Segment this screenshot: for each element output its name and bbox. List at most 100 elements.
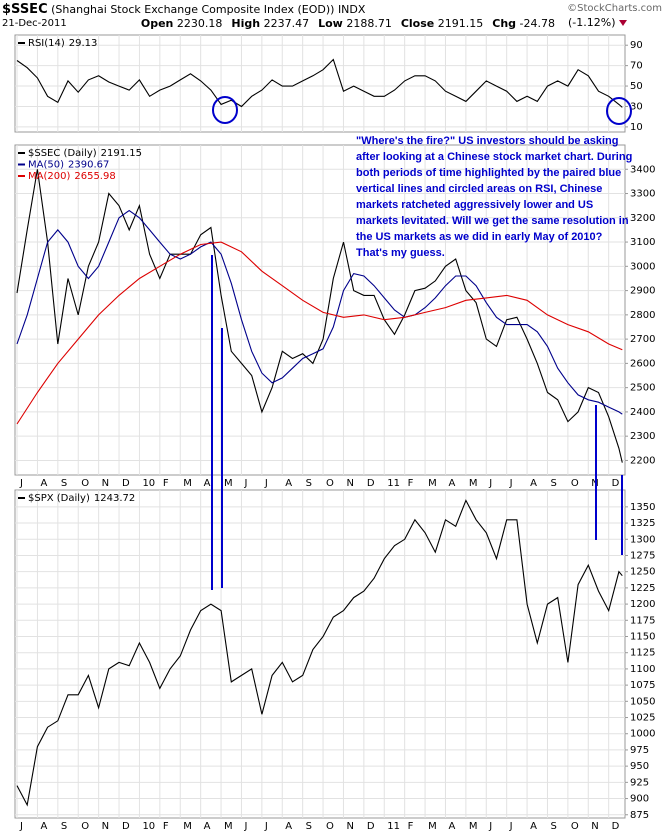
x-tick-label: D [122,478,130,489]
quote-label: Open [140,17,174,30]
x-tick-label: D [122,821,130,832]
x-tick-label: S [550,821,556,832]
x-tick-label: M [183,478,192,489]
x-tick-label: M [183,821,192,832]
x-tick-label: M [428,821,437,832]
series-line [16,209,623,415]
x-tick-label: N [102,821,109,832]
y-tick-label: 3000 [630,261,655,272]
quote-label: Close [400,17,435,30]
x-tick-label: J [509,478,513,489]
panel [14,489,626,819]
legend-value: 1243.72 [94,493,135,504]
x-tick-label: A [40,478,47,489]
x-tick-label: N [102,478,109,489]
y-tick-label: 2400 [630,407,655,418]
y-tick-label: 1075 [630,680,655,691]
x-tick-label: A [530,821,537,832]
legend-label: MA(200) [28,171,70,182]
panel [14,34,626,133]
change-percent: (-1.12%) [568,16,616,29]
y-tick-label: 1050 [630,696,655,707]
x-tick-label: M [469,478,478,489]
y-tick-label: 3300 [630,189,655,200]
legend-label: MA(50) [28,160,64,171]
y-tick-label: 875 [630,810,649,821]
x-tick-label: J [19,821,23,832]
x-tick-label: S [306,478,312,489]
quote-value: 2188.71 [346,17,392,30]
x-tick-label: O [81,478,89,489]
x-tick-label: O [571,821,579,832]
x-tick-label: S [61,478,67,489]
x-tick-label: J [264,478,268,489]
x-tick-label: A [285,478,292,489]
series-line [16,241,623,425]
x-tick-label: A [40,821,47,832]
date: 21-Dec-2011 [2,18,67,29]
x-tick-label: J [19,478,23,489]
y-tick-label: 3100 [630,237,655,248]
x-tick-label: S [550,478,556,489]
legend-label: $SSEC (Daily) [28,148,97,159]
y-tick-label: 90 [630,40,643,51]
x-tick-label: O [81,821,89,832]
x-tick-label: J [243,821,247,832]
x-tick-label: O [326,821,334,832]
x-tick-label: D [612,478,620,489]
x-tick-label: M [224,478,233,489]
y-tick-label: 1100 [630,664,655,675]
y-tick-label: 1000 [630,729,655,740]
y-tick-label: 2800 [630,310,655,321]
y-tick-label: 1150 [630,631,655,642]
x-tick-label: J [264,821,268,832]
y-tick-label: 1200 [630,599,655,610]
x-tick-label: 11 [387,478,400,489]
x-tick-label: F [408,478,414,489]
y-tick-label: 3200 [630,213,655,224]
y-tick-label: 70 [630,61,643,72]
x-tick-label: J [509,821,513,832]
x-tick-label: A [204,821,211,832]
y-tick-label: 2500 [630,383,655,394]
x-tick-label: 10 [142,821,155,832]
x-tick-label: J [488,821,492,832]
y-tick-label: 30 [630,101,643,112]
y-tick-label: 2700 [630,334,655,345]
x-tick-label: D [367,478,375,489]
legend-value: 2390.67 [68,160,109,171]
y-tick-label: 1250 [630,567,655,578]
x-tick-label: A [448,478,455,489]
y-tick-label: 925 [630,777,649,788]
y-tick-label: 2200 [630,455,655,466]
quote-value: 2237.47 [263,17,310,30]
x-tick-label: D [367,821,375,832]
x-tick-label: N [346,821,353,832]
quote-label: Chg [492,17,517,30]
y-tick-label: 900 [630,794,649,805]
down-arrow [619,20,627,26]
y-tick-label: 50 [630,81,643,92]
x-tick-label: O [571,478,579,489]
exchange: INDX [337,3,366,16]
y-tick-label: 2900 [630,286,655,297]
quote-value: 2230.18 [176,17,223,30]
y-tick-label: 975 [630,745,649,756]
description: (Shanghai Stock Exchange Composite Index… [51,3,335,16]
y-tick-label: 2600 [630,358,655,369]
x-tick-label: F [163,478,169,489]
legend-label: RSI(14) [28,38,65,49]
source: ©StockCharts.com [567,3,662,14]
x-tick-label: A [448,821,455,832]
series-line [16,58,623,108]
x-tick-label: J [488,478,492,489]
quote: Open 2230.18 High 2237.47 Low 2188.71 Close… [141,17,564,30]
legend-label: $SPX (Daily) [28,493,90,504]
y-tick-label: 3400 [630,164,655,175]
quote-value: 2191.15 [437,17,484,30]
y-tick-label: 1175 [630,615,655,626]
quote-change: (-1.12%) [568,16,628,29]
x-tick-label: A [530,478,537,489]
